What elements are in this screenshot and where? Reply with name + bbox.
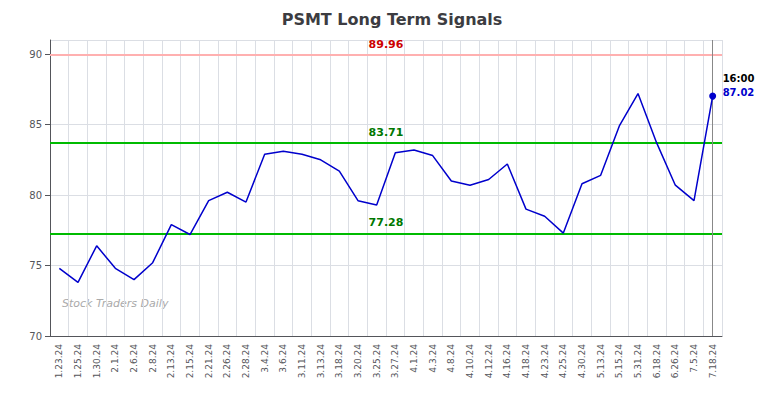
- svg-text:4.18.24: 4.18.24: [521, 344, 531, 379]
- svg-text:6.18.24: 6.18.24: [652, 344, 662, 379]
- svg-text:75: 75: [29, 260, 42, 271]
- svg-text:2.6.24: 2.6.24: [129, 344, 139, 373]
- svg-text:5.31.24: 5.31.24: [633, 344, 643, 379]
- svg-text:3.13.24: 3.13.24: [316, 344, 326, 379]
- svg-text:Stock Traders Daily: Stock Traders Daily: [62, 297, 169, 310]
- svg-text:85: 85: [29, 119, 42, 130]
- svg-text:5.13.24: 5.13.24: [596, 344, 606, 379]
- svg-text:3.27.24: 3.27.24: [390, 344, 400, 379]
- svg-text:7.18.24: 7.18.24: [708, 344, 718, 379]
- svg-text:4.16.24: 4.16.24: [502, 344, 512, 379]
- svg-text:2.21.24: 2.21.24: [204, 344, 214, 379]
- svg-text:4.3.24: 4.3.24: [428, 344, 438, 373]
- svg-text:3.25.24: 3.25.24: [372, 344, 382, 379]
- svg-text:89.96: 89.96: [369, 38, 404, 51]
- svg-text:2.26.24: 2.26.24: [222, 344, 232, 379]
- svg-text:3.6.24: 3.6.24: [278, 344, 288, 373]
- svg-text:2.1.24: 2.1.24: [110, 344, 120, 373]
- svg-text:4.12.24: 4.12.24: [484, 344, 494, 379]
- svg-text:PSMT Long Term Signals: PSMT Long Term Signals: [282, 10, 503, 29]
- svg-text:6.26.24: 6.26.24: [670, 344, 680, 379]
- svg-text:2.28.24: 2.28.24: [241, 344, 251, 379]
- svg-text:3.11.24: 3.11.24: [297, 344, 307, 379]
- svg-text:80: 80: [29, 190, 42, 201]
- svg-text:3.20.24: 3.20.24: [353, 344, 363, 379]
- svg-text:4.25.24: 4.25.24: [558, 344, 568, 379]
- svg-text:3.18.24: 3.18.24: [334, 344, 344, 379]
- svg-text:1.23.24: 1.23.24: [54, 344, 64, 379]
- svg-text:4.8.24: 4.8.24: [446, 344, 456, 373]
- svg-text:83.71: 83.71: [369, 126, 404, 139]
- svg-text:1.25.24: 1.25.24: [73, 344, 83, 379]
- svg-text:2.15.24: 2.15.24: [185, 344, 195, 379]
- svg-text:2.8.24: 2.8.24: [148, 344, 158, 373]
- svg-text:70: 70: [29, 331, 42, 342]
- svg-text:87.02: 87.02: [723, 87, 755, 98]
- svg-text:90: 90: [29, 49, 42, 60]
- svg-text:4.10.24: 4.10.24: [465, 344, 475, 379]
- svg-text:4.23.24: 4.23.24: [540, 344, 550, 379]
- svg-text:4.1.24: 4.1.24: [409, 344, 419, 373]
- svg-text:3.4.24: 3.4.24: [260, 344, 270, 373]
- svg-text:5.15.24: 5.15.24: [614, 344, 624, 379]
- svg-text:77.28: 77.28: [369, 216, 404, 229]
- svg-text:7.5.24: 7.5.24: [689, 344, 699, 373]
- svg-text:16:00: 16:00: [723, 73, 755, 84]
- svg-text:4.30.24: 4.30.24: [577, 344, 587, 379]
- svg-text:2.13.24: 2.13.24: [166, 344, 176, 379]
- svg-text:1.30.24: 1.30.24: [92, 344, 102, 379]
